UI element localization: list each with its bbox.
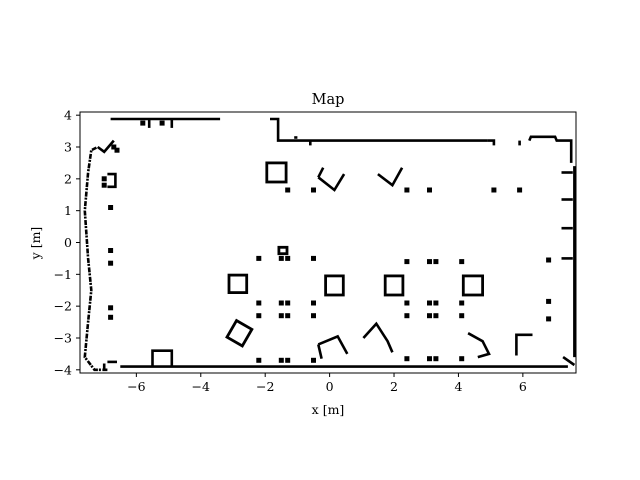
wall-segment — [151, 349, 174, 367]
occupied-cell — [108, 260, 114, 266]
x-tick-label: 4 — [454, 379, 462, 394]
occupied-cell — [404, 187, 410, 193]
occupied-cell — [404, 300, 410, 306]
y-tick-label: −3 — [54, 330, 72, 345]
occupied-cell — [311, 187, 316, 193]
wall-segment — [515, 333, 533, 356]
occupied-cell — [404, 356, 410, 362]
occupied-cell — [433, 300, 439, 306]
x-tick-label: −4 — [192, 379, 210, 394]
y-tick-label: −1 — [54, 267, 72, 282]
occupied-cell — [311, 313, 316, 319]
occupied-cell — [433, 313, 439, 319]
wall-segment — [96, 139, 115, 154]
occupied-cell — [256, 255, 262, 261]
occupied-cell — [285, 187, 291, 193]
obstacle-box — [324, 274, 345, 297]
occupied-cell — [311, 255, 316, 261]
obstacle-box — [383, 274, 405, 297]
occupied-cell — [256, 313, 262, 319]
occupied-cell — [108, 305, 114, 311]
wall-segment — [487, 139, 496, 146]
x-tick-label: 2 — [390, 379, 398, 394]
occupied-cell — [546, 257, 552, 263]
occupied-cell — [111, 144, 117, 150]
occupied-cell — [427, 356, 432, 362]
obstacle-box — [227, 273, 249, 295]
occupied-cell — [159, 120, 165, 126]
obstacle-edge — [317, 173, 346, 192]
y-tick-label: 0 — [64, 235, 72, 250]
occupied-cell — [433, 259, 439, 265]
obstacle-edge — [362, 321, 394, 353]
occupied-cell — [517, 187, 523, 193]
occupied-cell — [311, 300, 316, 306]
occupied-cell — [278, 255, 284, 261]
occupied-cell — [285, 313, 291, 319]
y-tick-label: 1 — [64, 203, 72, 218]
occupied-cell — [459, 300, 465, 306]
occupied-cell — [311, 357, 316, 363]
occupied-cell — [256, 300, 262, 306]
occupied-cell — [140, 120, 146, 126]
occupied-cell — [404, 313, 410, 319]
x-axis-label: x [m] — [312, 402, 345, 417]
occupied-cell — [101, 182, 107, 188]
obstacle-edge — [317, 334, 349, 355]
occupied-cell — [278, 357, 284, 363]
occupied-cell — [256, 357, 262, 363]
occupancy-grid — [83, 117, 576, 372]
wall-segment — [562, 356, 576, 367]
plot-frame — [79, 111, 577, 374]
occupied-cell — [285, 255, 291, 261]
obstacle-edge — [317, 344, 323, 359]
x-tick-label: 6 — [519, 379, 527, 394]
occupied-cell — [108, 314, 114, 320]
occupied-cell — [427, 313, 432, 319]
y-tick-label: 2 — [64, 171, 72, 186]
obstacle-edge — [377, 167, 404, 188]
occupied-cell — [427, 187, 432, 193]
obstacle-box — [265, 161, 288, 184]
x-tick-label: 0 — [326, 379, 334, 394]
occupied-cell — [491, 187, 497, 193]
occupied-cell — [433, 356, 439, 362]
y-axis: 4 3 2 1 0 −1 −2 −3 −4 — [54, 108, 80, 377]
occupied-cell — [114, 147, 120, 153]
y-tick-label: −4 — [54, 362, 72, 377]
obstacle-edge — [317, 167, 325, 178]
x-tick-label: −2 — [256, 379, 274, 394]
occupied-cell — [285, 300, 291, 306]
occupied-cell — [108, 205, 114, 210]
y-tick-label: 4 — [64, 108, 72, 123]
wall-segment — [83, 145, 108, 372]
occupied-cell — [459, 313, 465, 319]
chart-title: Map — [312, 92, 345, 108]
x-tick-label: −6 — [127, 379, 145, 394]
occupied-cell — [546, 316, 552, 322]
obstacle-box — [461, 274, 484, 297]
y-tick-label: −2 — [54, 299, 72, 314]
occupied-cell — [546, 298, 552, 304]
obstacle-edge — [467, 332, 491, 359]
occupied-cell — [459, 259, 465, 265]
occupied-cell — [427, 259, 432, 265]
occupied-cell — [278, 313, 284, 319]
y-tick-label: 3 — [64, 140, 72, 155]
occupied-cell — [427, 300, 432, 306]
wall-segment — [107, 172, 117, 189]
obstacle-box — [225, 318, 254, 348]
wall-segment — [528, 135, 573, 163]
occupied-cell — [459, 356, 465, 362]
x-axis: −6 −4 −2 0 2 4 6 — [127, 373, 527, 394]
occupied-cell — [404, 259, 410, 265]
y-axis-label: y [m] — [28, 227, 43, 261]
occupied-cell — [101, 176, 107, 182]
wall-segment — [270, 117, 488, 142]
occupied-cell — [108, 248, 114, 253]
obstacle-box — [277, 245, 289, 256]
occupied-cell — [285, 357, 291, 363]
occupied-cell — [278, 300, 284, 306]
